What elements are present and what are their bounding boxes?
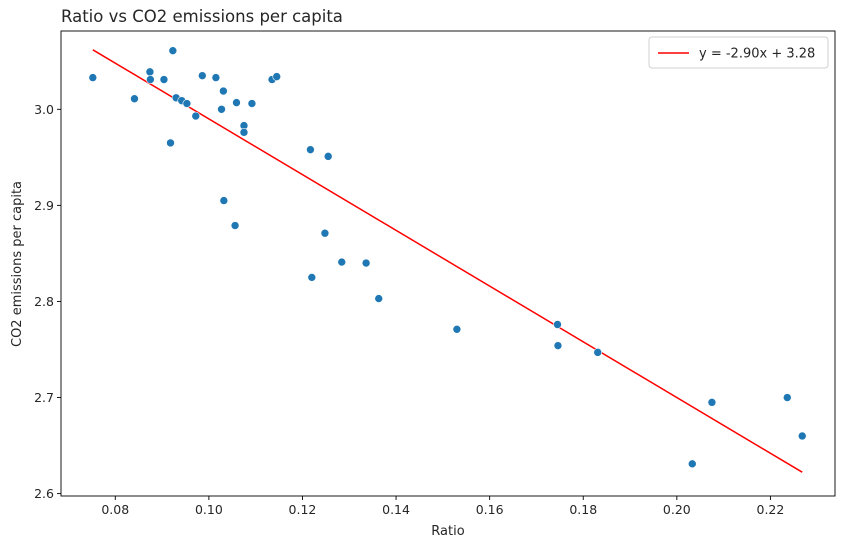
x-tick-label: 0.12	[289, 502, 317, 517]
data-point	[191, 111, 201, 121]
plot-frame	[60, 30, 836, 497]
regression-line	[92, 49, 803, 473]
data-point	[307, 273, 317, 282]
x-tick-label: 0.10	[195, 502, 223, 517]
data-point	[553, 320, 562, 329]
data-point	[88, 73, 98, 82]
data-point	[272, 72, 282, 81]
y-tick-label: 2.8	[34, 294, 54, 309]
x-tick-label: 0.14	[382, 502, 410, 517]
y-tick-label: 2.7	[34, 390, 54, 405]
x-tick-label: 0.18	[569, 502, 597, 517]
data-point	[306, 145, 315, 154]
y-tick-label: 2.9	[34, 198, 54, 213]
data-point	[146, 75, 155, 84]
data-point	[323, 152, 333, 161]
data-point	[452, 325, 462, 334]
data-point	[217, 105, 226, 114]
data-point	[593, 348, 603, 357]
legend-label: y = -2.90x + 3.28	[699, 47, 815, 62]
legend: y = -2.90x + 3.28	[648, 36, 829, 69]
plot-area	[88, 46, 807, 473]
data-point	[782, 393, 792, 402]
x-axis-label: Ratio	[431, 524, 464, 539]
data-point	[553, 341, 563, 350]
x-axis: 0.08 0.10 0.12 0.14 0.16 0.18 0.20 0.22	[101, 496, 784, 517]
data-point	[374, 294, 384, 303]
y-tick-label: 2.6	[34, 486, 54, 501]
x-tick-label: 0.22	[757, 502, 785, 517]
data-point	[182, 99, 192, 108]
data-point	[198, 71, 207, 80]
data-point	[247, 99, 257, 108]
y-tick-label: 3.0	[34, 102, 54, 117]
data-point	[168, 46, 178, 55]
y-axis-label: CO2 emissions per capita	[10, 181, 25, 347]
data-point	[797, 431, 807, 441]
data-point	[361, 258, 371, 268]
data-point	[320, 228, 330, 238]
y-axis: 2.6 2.7 2.8 2.9 3.0	[34, 102, 61, 501]
x-tick-label: 0.08	[101, 502, 129, 517]
legend-box	[648, 36, 829, 69]
data-point	[232, 98, 241, 107]
data-point	[707, 398, 717, 407]
data-point	[219, 196, 229, 205]
data-point	[239, 128, 249, 137]
data-point	[166, 138, 175, 148]
chart-title: Ratio vs CO2 emissions per capita	[61, 7, 343, 26]
data-point	[130, 94, 139, 104]
x-tick-label: 0.16	[476, 502, 504, 517]
data-point	[211, 73, 221, 82]
data-point	[230, 221, 240, 230]
data-point	[145, 67, 155, 77]
data-point	[687, 459, 697, 469]
data-point	[159, 75, 169, 84]
data-point	[219, 86, 228, 96]
x-tick-label: 0.20	[663, 502, 691, 517]
data-point	[337, 257, 347, 267]
